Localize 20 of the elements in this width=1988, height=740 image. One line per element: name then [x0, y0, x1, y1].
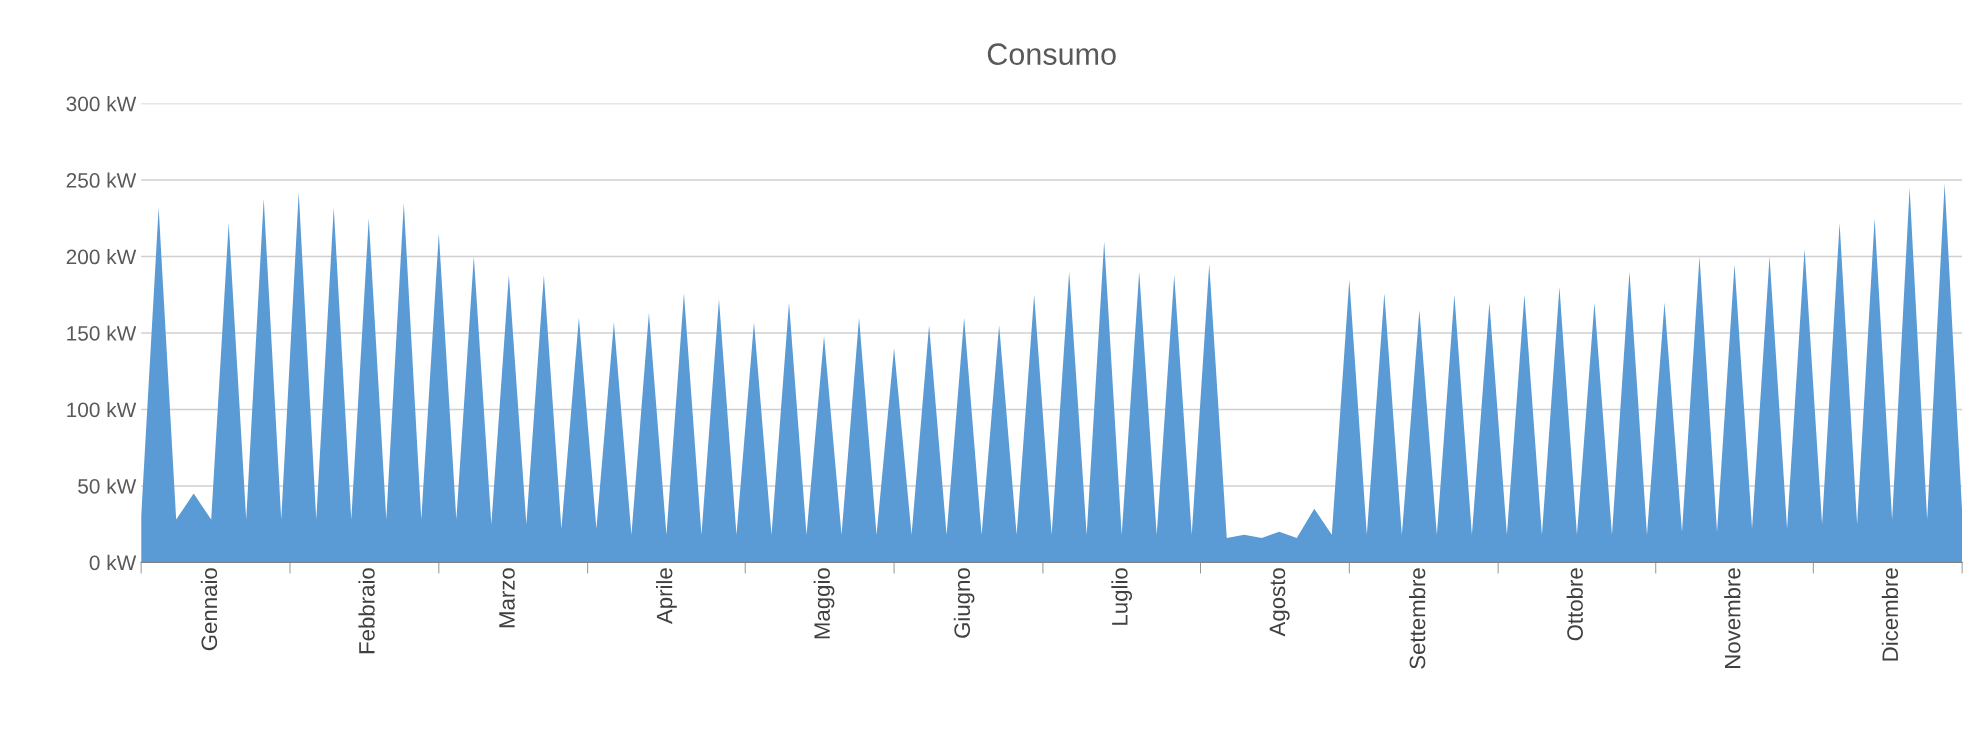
y-tick-label: 300 kW — [66, 96, 137, 112]
x-tick-label: Gennaio — [200, 568, 218, 651]
y-tick-label: 0 kW — [89, 554, 137, 571]
x-tick-label: Settembre — [1409, 568, 1426, 669]
x-tick-label: Marzo — [499, 568, 515, 628]
x-tick-label: Agosto — [1269, 568, 1290, 637]
x-tick-label: Giugno — [953, 568, 975, 638]
y-tick-label: 100 kW — [67, 401, 137, 418]
y-tick-label: 150 kW — [67, 325, 137, 341]
y-tick-label: 200 kW — [66, 248, 137, 265]
x-tick-label: Dicembre — [1881, 568, 1899, 661]
x-tick-label: Maggio — [813, 568, 835, 639]
y-tick-label: 50 kW — [78, 478, 137, 494]
chart-title: Consumo — [987, 43, 1116, 66]
y-tick-label: 250 kW — [66, 172, 137, 188]
x-tick-label: Luglio — [1111, 568, 1133, 625]
x-tick-label: Febbraio — [358, 568, 375, 654]
x-tick-label: Ottobre — [1566, 568, 1583, 641]
x-tick-label: Aprile — [656, 568, 677, 625]
x-tick-label: Novembre — [1724, 568, 1741, 668]
